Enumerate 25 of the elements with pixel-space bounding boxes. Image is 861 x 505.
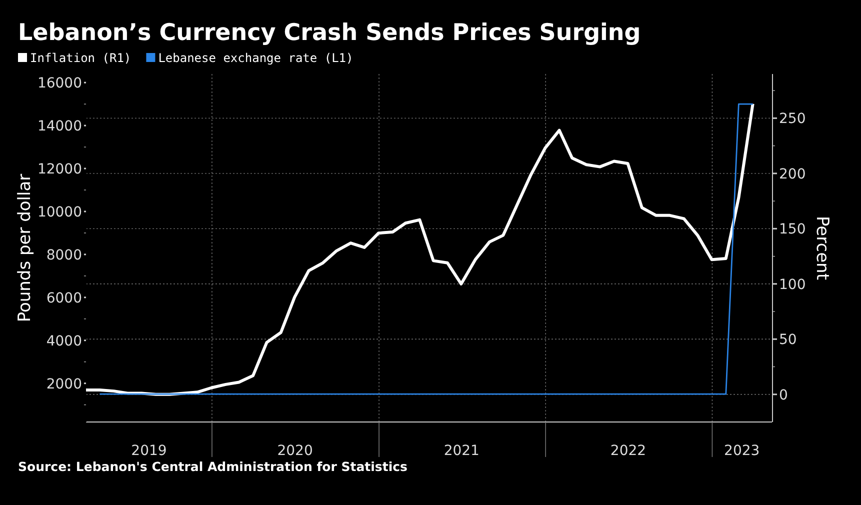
x-tick-label: 2022 [610,443,646,459]
y-tick-label: 8000 [46,247,82,264]
y-tick-label: 10000 [37,204,82,220]
legend-label: Lebanese exchange rate (L1) [158,51,354,65]
y2-tick-label: 50 [779,332,797,348]
y2-tick-label: 100 [779,276,806,293]
source-note: Source: Lebanon's Central Administration for Statistics [18,459,408,474]
y2-axis-title: Percent [812,216,832,280]
y2-tick-label: 200 [779,166,806,182]
x-tick-label: 2020 [277,443,313,459]
y-tick-label: 4000 [46,333,82,350]
y-tick-label: 12000 [37,162,82,178]
y-tick-label: 2000 [46,376,82,392]
legend-label: Inflation (R1) [30,51,132,65]
y2-tick-label: 150 [779,222,806,238]
y2-tick-label: 250 [779,111,806,128]
chart-title: Lebanon’s Currency Crash Sends Prices Surging [18,20,641,46]
x-tick-label: 2019 [131,443,167,459]
y-tick-label: 6000 [46,290,82,306]
y-tick-label: 16000 [37,76,82,92]
x-tick-label: 2021 [444,443,480,459]
y-tick-label: 14000 [37,118,82,135]
x-tick-label: 2023 [724,443,760,459]
y-axis-title: Pounds per dollar [15,174,35,322]
y2-tick-label: 0 [779,387,788,404]
